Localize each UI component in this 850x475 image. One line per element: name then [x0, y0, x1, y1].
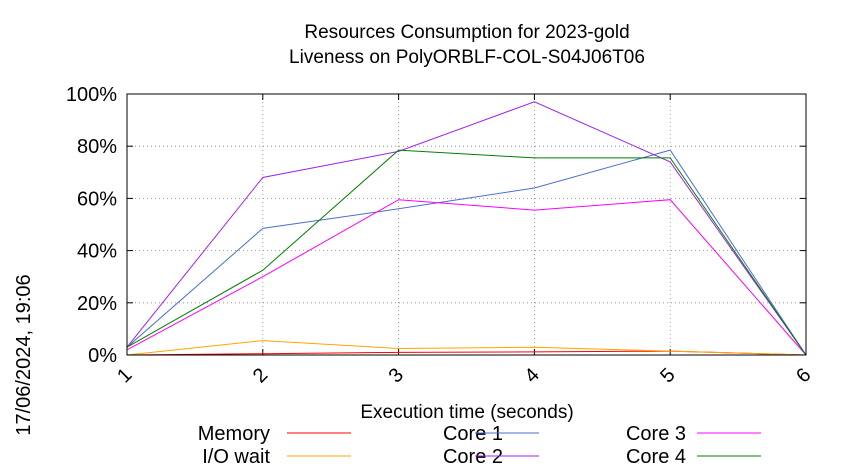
x-tick-label: 1 [113, 364, 136, 387]
x-tick-label: 5 [656, 364, 679, 387]
y-tick-label: 80% [77, 136, 117, 158]
y-tick-label: 0% [88, 345, 117, 367]
x-tick-label: 4 [520, 364, 543, 387]
series-line-core-4 [126, 149, 807, 356]
series-line-core-2 [126, 101, 807, 356]
y-tick-label: 100% [66, 84, 117, 106]
series-line-core-1 [126, 149, 807, 356]
plot-frame [126, 93, 807, 356]
legend-label: I/O wait [202, 446, 270, 468]
chart-title-line-2: Liveness on PolyORBLF-COL-S04J06T06 [289, 47, 645, 68]
x-axis-ticks: 1 2 3 4 5 6 [113, 94, 815, 387]
legend-item-i-o-wait: I/O wait [202, 446, 351, 468]
y-tick-label: 60% [77, 188, 117, 210]
legend-label: Core 3 [626, 423, 686, 445]
y-axis-ticks: 0% 20% 40% 60% 80% 100% [66, 84, 806, 367]
x-tick-label: 3 [385, 364, 408, 387]
y-tick-label: 20% [77, 293, 117, 315]
x-tick-label: 6 [792, 364, 815, 387]
series-line-i-o-wait [126, 340, 807, 356]
legend-label: Core 1 [443, 423, 503, 445]
legend-item-memory: Memory [198, 423, 351, 445]
series-line-core-3 [126, 199, 807, 356]
x-axis-label: Execution time (seconds) [360, 402, 573, 423]
legend-item-core-2: Core 2 [443, 446, 539, 468]
timestamp-label: 17/06/2024, 19:06 [13, 274, 35, 435]
legend-label: Core 2 [443, 446, 503, 468]
y-tick-label: 40% [77, 241, 117, 263]
legend-label: Core 4 [626, 446, 686, 468]
grid-lines [127, 94, 806, 355]
legend-item-core-4: Core 4 [626, 446, 761, 468]
legend-label: Memory [198, 423, 270, 445]
x-tick-label: 2 [249, 364, 272, 387]
data-series [126, 101, 807, 356]
legend-item-core-1: Core 1 [443, 423, 539, 445]
legend-item-core-3: Core 3 [626, 423, 761, 445]
chart-title-line-1: Resources Consumption for 2023-gold [304, 22, 629, 43]
